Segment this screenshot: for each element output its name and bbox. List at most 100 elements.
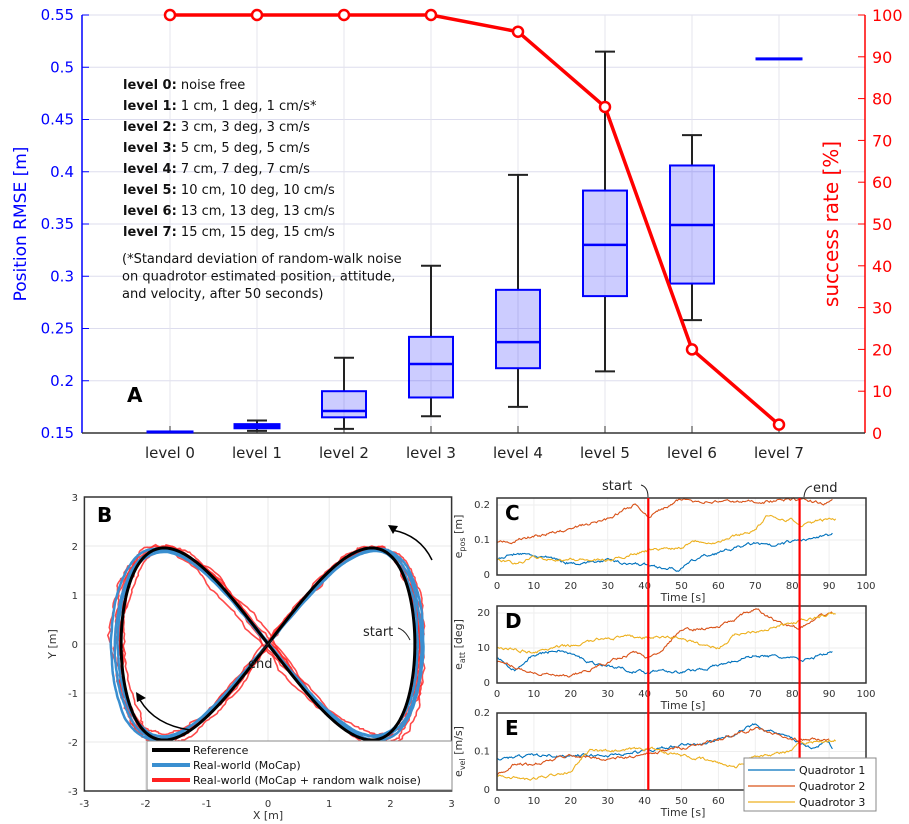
series-line-3 [496,612,836,654]
x-tick-label: 70 [749,581,762,592]
y-tick-label: -3 [68,787,78,798]
x-tick-label: 50 [675,689,688,700]
y-label-unit: [m] [452,515,465,538]
y-tick-label: -2 [68,738,78,749]
y-tick-label: 0.4 [50,163,74,181]
series-line-1 [497,649,833,675]
x-tick-label: -3 [79,799,89,810]
y-label-sub: att [458,652,467,663]
x-tick-label: 3 [448,799,454,810]
y-axis-label: epos [m] [452,515,467,559]
x-tick-label: 0 [494,689,500,700]
y-tick-label: 10 [477,643,490,654]
y-tick-label: 0.3 [50,267,74,285]
x-tick-label: 30 [601,581,614,592]
x-tick-label: 30 [601,689,614,700]
note-key: level 0: [123,78,177,93]
y-tick-label: -1 [68,689,78,700]
note-key: level 3: [123,141,177,156]
legend-note: level 0: noise free [123,78,245,93]
x-tick-label: 1 [326,799,332,810]
start-label: start [602,479,632,494]
x-tick-label: 0 [265,799,271,810]
box [582,189,628,298]
x-tick-label: 60 [712,581,725,592]
y2-tick-label: 40 [872,257,892,276]
y-tick-label: 0.2 [474,500,490,511]
x-tick-label: 100 [856,581,875,592]
start-annotation: start [363,625,393,640]
y-axis-label: evel [m/s] [452,726,467,777]
success-rate-marker [772,418,786,431]
x-tick-label: 80 [786,581,799,592]
legend-note: level 5: 10 cm, 10 deg, 10 cm/s [123,183,335,198]
y-tick-label: 0.2 [474,708,490,719]
panel-label: E [505,716,519,740]
series-line-1 [496,532,833,572]
x-tick-label: 40 [638,689,651,700]
x-tick-label: 20 [564,689,577,700]
start-pointer [640,484,649,498]
y2-tick-label: 60 [872,173,892,192]
y2-tick-label: 10 [872,382,892,401]
panel-label: B [97,503,112,527]
footnote: on quadrotor estimated position, attitud… [122,270,395,285]
note-key: level 1: [123,99,177,114]
y-tick-label: 0.5 [50,58,74,76]
success-rate-marker [424,8,438,22]
x-tick-label: level 5 [580,444,630,462]
end-label: end [813,481,838,496]
x-tick-label: level 4 [493,444,543,462]
x-tick-label: 20 [564,796,577,807]
legend-note: level 4: 7 cm, 7 deg, 7 cm/s [123,162,310,177]
y2-tick-label: 100 [872,6,903,25]
y-axis-label: eatt [deg] [452,619,467,670]
x-tick-label: 90 [823,689,836,700]
success-rate-marker [511,25,525,38]
y2-tick-label: 50 [872,215,892,234]
y-tick-label: 0 [484,785,490,796]
success-rate-marker [163,8,177,22]
x-axis-label: Time [s] [660,699,706,712]
plot-frame [496,497,867,576]
x-tick-label: 60 [712,689,725,700]
legend-note: level 1: 1 cm, 1 deg, 1 cm/s* [123,99,317,114]
legend-entry: Quadrotor 2 [799,780,865,793]
note-value: 10 cm, 10 deg, 10 cm/s [177,183,335,198]
plot-frame [83,496,453,792]
plot-frame [496,605,867,684]
note-value: 7 cm, 7 deg, 7 cm/s [177,162,310,177]
x-axis-label: Time [s] [660,806,706,819]
legend-entry: Quadrotor 3 [799,796,865,809]
y-tick-label: 0.45 [41,111,74,129]
y-tick-label: 0.35 [41,215,74,233]
x-axis-label: Time [s] [660,591,706,604]
note-key: level 6: [123,204,177,219]
y-tick-label: 3 [72,493,78,504]
y-label-main: e [452,663,465,670]
y2-tick-label: 30 [872,299,892,318]
x-tick-label: level 6 [667,444,717,462]
legend-note: level 7: 15 cm, 15 deg, 15 cm/s [123,225,335,240]
box [408,335,454,399]
y-label-sub: pos [458,537,467,551]
series-line-3 [496,739,837,781]
x-tick-label: level 7 [754,444,804,462]
x-tick-label: 2 [387,799,393,810]
note-value: 5 cm, 5 deg, 5 cm/s [177,141,310,156]
panel-label: A [127,383,143,407]
success-rate-line [170,13,781,426]
footnote: (*Standard deviation of random-walk nois… [122,252,402,267]
y-label-sub: vel [458,758,467,770]
end-pointer [257,639,273,656]
legend-box [146,740,453,791]
note-key: level 5: [123,183,177,198]
x-tick-label: 80 [786,689,799,700]
y-axis-label: Y [m] [46,629,59,660]
y-tick-label: 0 [484,570,490,581]
y-tick-label: 0 [72,640,78,651]
note-value: 3 cm, 3 deg, 3 cm/s [177,120,310,135]
x-tick-label: 50 [675,581,688,592]
legend-note: level 3: 5 cm, 5 deg, 5 cm/s [123,141,310,156]
x-tick-label: -1 [202,799,212,810]
